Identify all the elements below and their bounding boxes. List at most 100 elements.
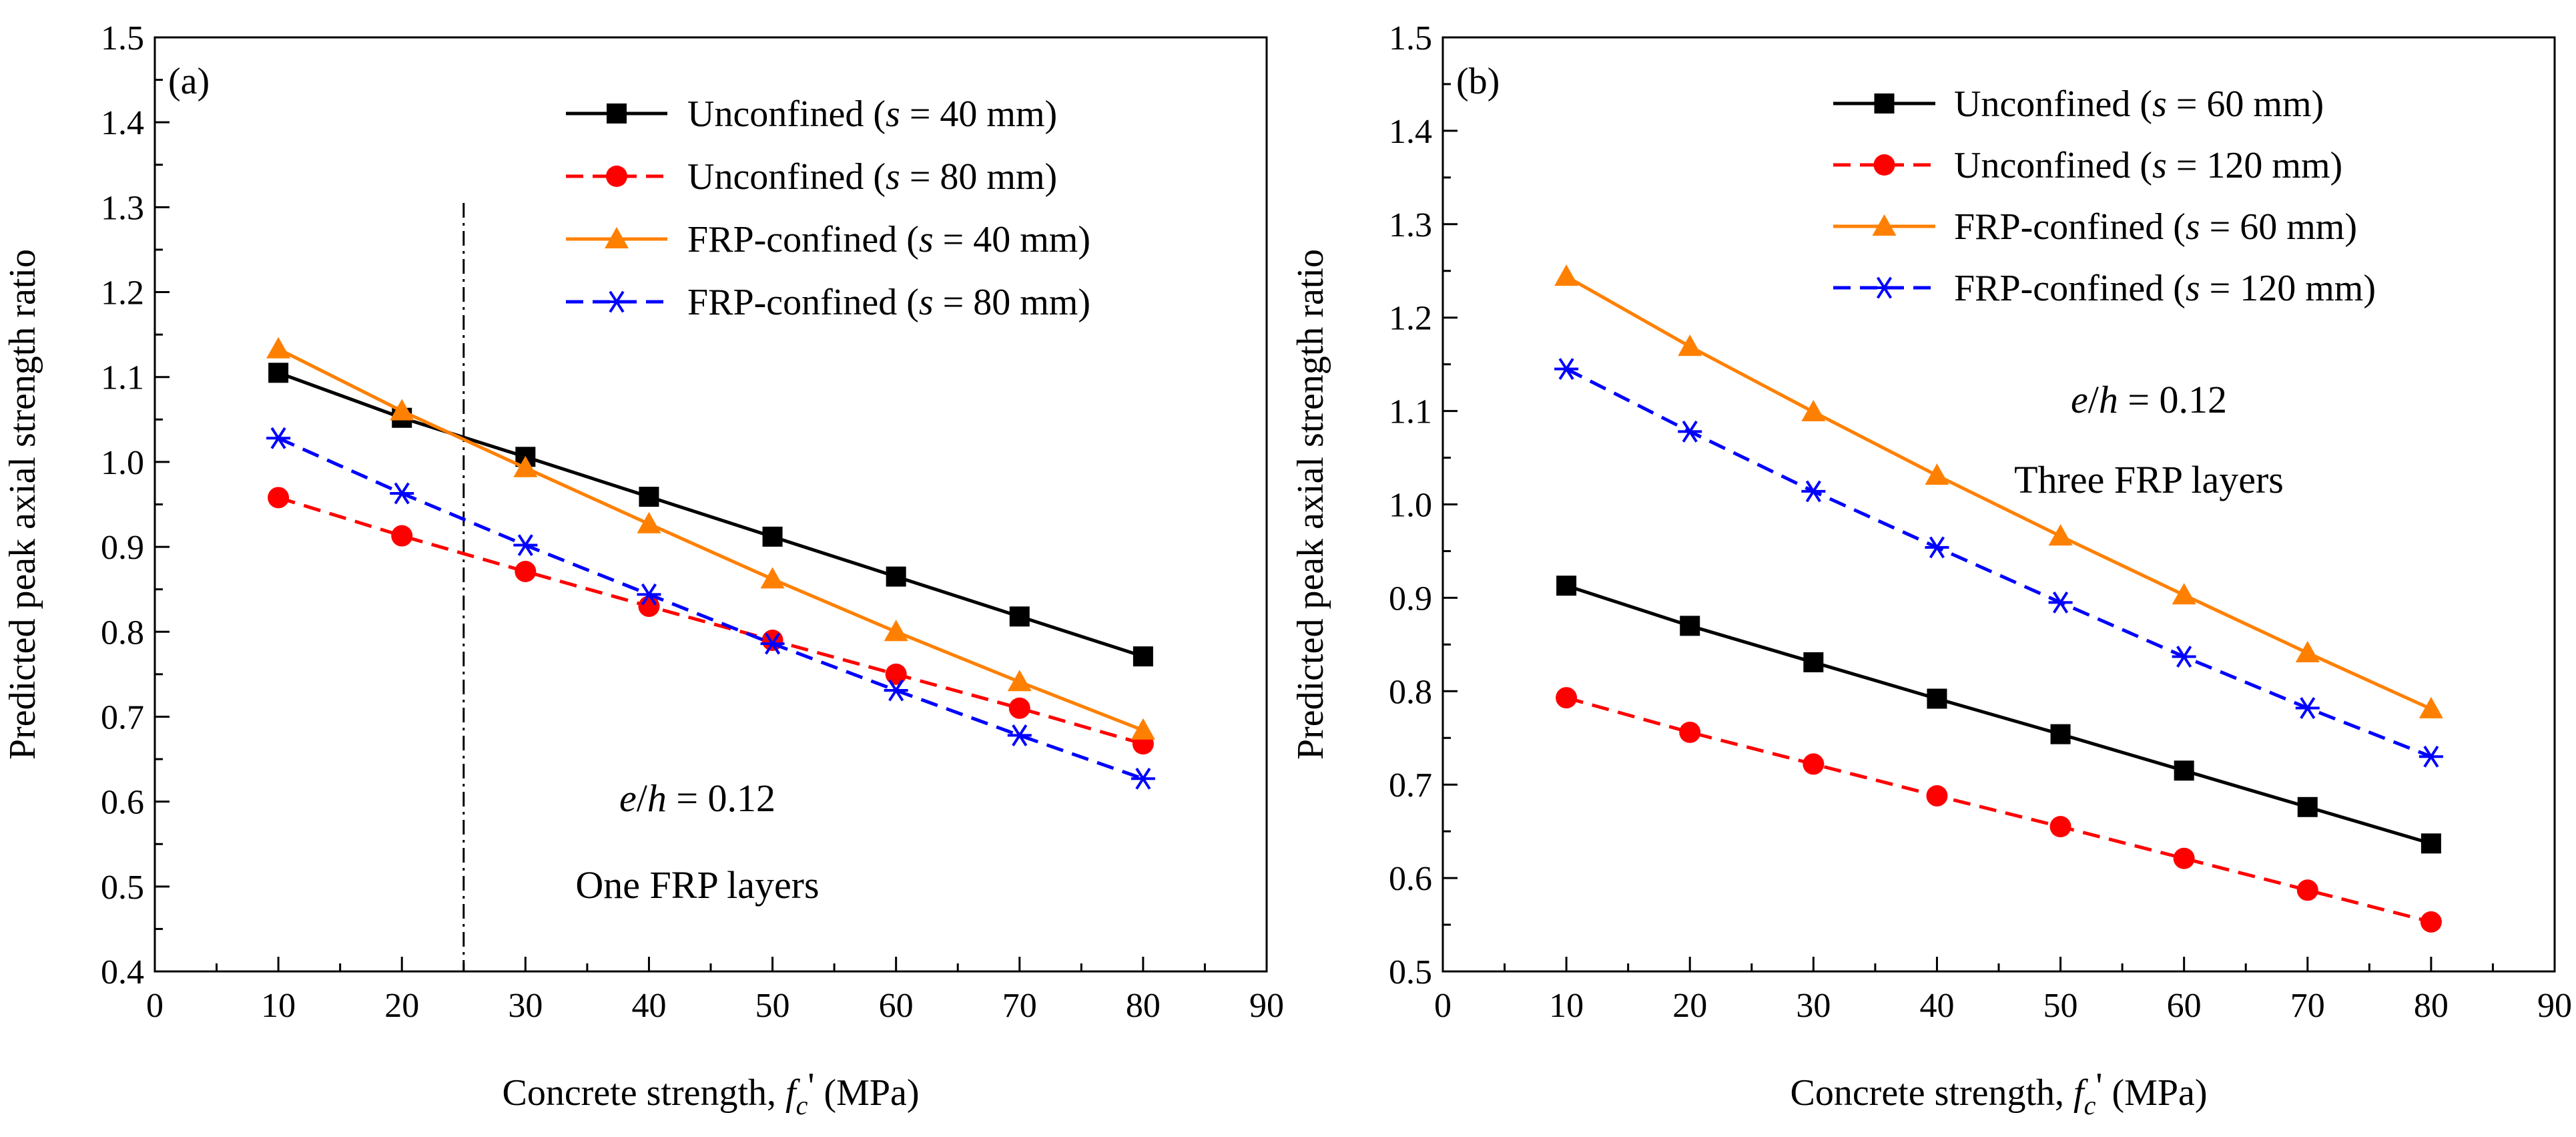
triangle-marker xyxy=(2048,524,2073,546)
triangle-marker xyxy=(1678,334,1702,357)
circle-marker xyxy=(2420,911,2442,933)
legend-label: Unconfined (s = 120 mm) xyxy=(1954,145,2342,186)
asterisk-marker xyxy=(1554,358,1579,381)
y-tick-label: 0.4 xyxy=(101,953,144,991)
x-axis-title: Concrete strength, fc' (MPa) xyxy=(1790,1066,2207,1120)
series-line xyxy=(1566,696,2432,924)
asterisk-marker xyxy=(266,427,291,449)
y-tick-label: 0.8 xyxy=(1389,673,1432,711)
y-tick-label: 0.8 xyxy=(101,614,144,652)
asterisk-marker xyxy=(390,482,414,505)
y-tick-label: 1.1 xyxy=(101,359,144,397)
x-tick-label: 10 xyxy=(261,987,296,1025)
series-asterisk xyxy=(266,427,1155,790)
circle-marker xyxy=(2296,879,2318,901)
eccentricity-annotation: e/h = 0.12 xyxy=(619,776,775,820)
square-marker xyxy=(762,526,783,547)
square-marker xyxy=(1927,688,1947,709)
asterisk-marker xyxy=(1925,536,1949,559)
x-tick-label: 0 xyxy=(146,987,164,1025)
circle-marker xyxy=(1873,154,1895,176)
square-marker xyxy=(639,487,659,507)
triangle-marker xyxy=(1131,718,1155,740)
square-marker xyxy=(1556,576,1577,596)
asterisk-stroke xyxy=(2423,745,2439,768)
x-tick-label: 90 xyxy=(1249,987,1284,1025)
asterisk-marker xyxy=(760,632,785,655)
legend-item: FRP-confined (s = 80 mm) xyxy=(566,282,1090,323)
series-square xyxy=(268,363,1153,667)
series-asterisk xyxy=(1554,358,2443,768)
legend-item: Unconfined (s = 120 mm) xyxy=(1833,145,2342,186)
chart-panel-a: 0 10 20 30 40 50 60 70 80 90 0.4 0.5 0.6 0.7 0.8 0.9 1.0… xyxy=(2,19,1284,1120)
circle-marker xyxy=(268,487,290,509)
legend-item: FRP-confined (s = 120 mm) xyxy=(1833,268,2376,309)
legend-item: Unconfined (s = 60 mm) xyxy=(1833,83,2324,125)
y-tick-label: 1.4 xyxy=(101,104,144,142)
y-tick-label: 0.7 xyxy=(101,698,144,736)
series-line xyxy=(277,347,1144,732)
legend-label: FRP-confined (s = 40 mm) xyxy=(687,219,1090,260)
x-tick-label: 40 xyxy=(1919,987,1954,1025)
x-tick-label: 20 xyxy=(1672,987,1707,1025)
asterisk-marker xyxy=(513,534,538,556)
series-line xyxy=(278,371,1144,658)
asterisk-marker xyxy=(1131,767,1155,790)
y-tick-label: 0.5 xyxy=(1389,953,1432,991)
square-marker xyxy=(2174,760,2194,781)
series-triangle xyxy=(1554,264,2443,718)
panel-label: (b) xyxy=(1456,61,1500,102)
x-tick-label: 0 xyxy=(1434,987,1452,1025)
y-tick-label: 0.5 xyxy=(101,869,144,907)
asterisk-marker xyxy=(1007,724,1032,746)
y-axis-title: Predicted peak axial strength ratio xyxy=(1290,249,1331,760)
triangle-marker xyxy=(884,620,908,642)
triangle-marker xyxy=(1554,264,1579,286)
frp-layers-annotation: One FRP layers xyxy=(575,863,819,907)
asterisk-stroke xyxy=(2052,592,2069,614)
asterisk-marker xyxy=(1801,480,1826,503)
triangle-marker xyxy=(390,399,414,421)
legend-label: FRP-confined (s = 80 mm) xyxy=(687,282,1090,323)
legend-item: Unconfined (s = 80 mm) xyxy=(566,156,1057,198)
circle-marker xyxy=(885,663,907,685)
asterisk-stroke xyxy=(1135,767,1151,790)
circle-marker xyxy=(515,560,537,582)
asterisk-stroke xyxy=(2176,646,2192,668)
triangle-marker xyxy=(637,511,661,533)
y-tick-label: 1.1 xyxy=(1389,393,1432,431)
x-tick-label: 20 xyxy=(384,987,419,1025)
legend-label: Unconfined (s = 80 mm) xyxy=(687,156,1057,198)
legend: Unconfined (s = 40 mm) Unconfined (s = 80… xyxy=(566,93,1090,323)
x-tick-label: 10 xyxy=(1549,987,1584,1025)
series-square xyxy=(1556,576,2441,854)
triangle-marker xyxy=(760,567,785,589)
asterisk-marker xyxy=(605,290,629,313)
asterisk-stroke xyxy=(1682,420,1698,443)
series-line xyxy=(278,495,1144,746)
triangle-marker xyxy=(513,455,538,477)
square-marker xyxy=(1874,93,1895,113)
legend-label: FRP-confined (s = 60 mm) xyxy=(1954,206,2357,248)
series-triangle xyxy=(266,336,1155,740)
square-marker xyxy=(1009,606,1030,627)
triangle-marker xyxy=(1007,670,1032,692)
asterisk-stroke xyxy=(1558,358,1574,381)
circle-marker xyxy=(1556,687,1578,709)
y-tick-label: 1.3 xyxy=(101,189,144,227)
asterisk-stroke xyxy=(888,679,904,702)
legend-item: FRP-confined (s = 40 mm) xyxy=(566,219,1090,260)
series-line xyxy=(1566,584,2432,845)
asterisk-marker xyxy=(2295,697,2320,719)
square-marker xyxy=(886,566,906,587)
asterisk-stroke xyxy=(1805,480,1821,503)
x-tick-label: 80 xyxy=(2414,987,2449,1025)
circle-marker xyxy=(391,525,413,547)
series-line xyxy=(1565,367,2432,758)
triangle-marker xyxy=(2295,640,2320,662)
x-tick-label: 40 xyxy=(631,987,666,1025)
y-tick-label: 0.9 xyxy=(1389,580,1432,618)
y-tick-label: 1.5 xyxy=(1389,19,1432,57)
legend-label: Unconfined (s = 40 mm) xyxy=(687,93,1057,135)
